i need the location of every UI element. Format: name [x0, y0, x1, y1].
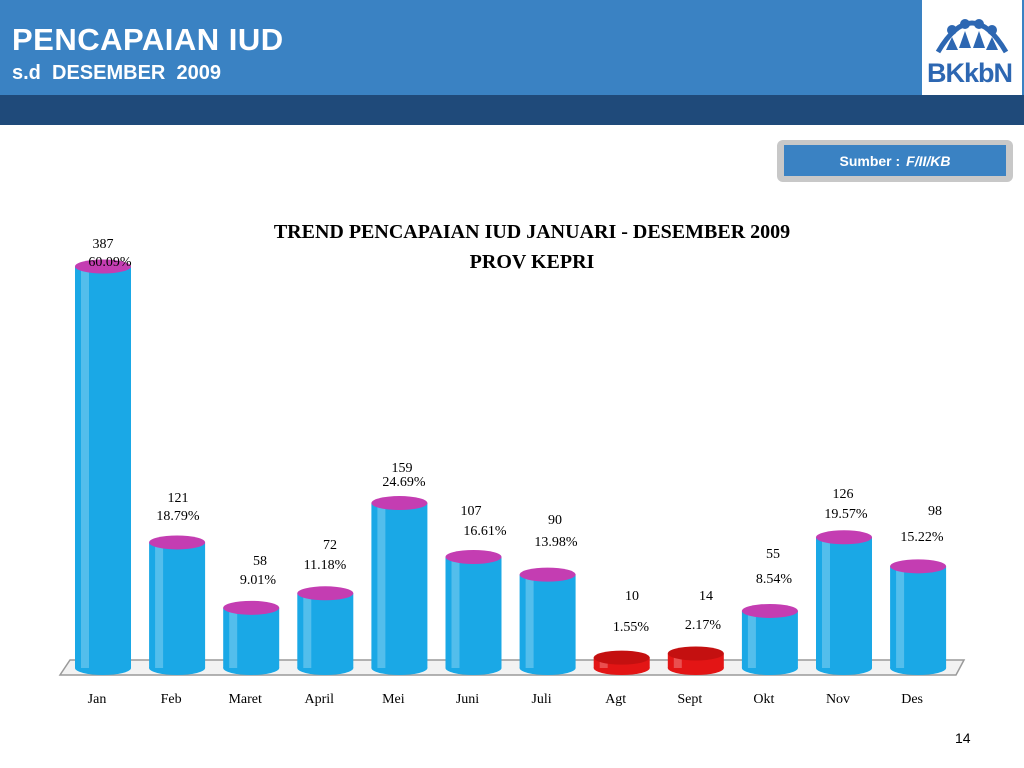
bar-mei	[371, 503, 428, 668]
percent-label: 1.55%	[613, 620, 650, 635]
bar-highlight	[896, 566, 905, 668]
value-label: 387	[93, 237, 114, 252]
bar-highlight	[451, 556, 460, 668]
chart-floor	[58, 659, 966, 676]
bar-maret	[223, 607, 280, 668]
x-tick-label: April	[305, 692, 335, 707]
value-label: 58	[253, 554, 267, 569]
chart-title: TREND PENCAPAIAN IUD JANUARI - DESEMBER …	[274, 221, 790, 243]
bar-highlight	[525, 574, 534, 668]
bar-cap	[75, 259, 131, 274]
bar-cap	[741, 603, 798, 618]
value-label: 72	[323, 538, 337, 553]
bar-cap	[297, 586, 354, 601]
x-tick-label: Sept	[677, 692, 702, 707]
percent-label: 13.98%	[534, 535, 578, 550]
value-label: 55	[766, 547, 780, 562]
x-tick-label: Feb	[161, 692, 182, 707]
value-label: 159	[392, 461, 413, 476]
bar-highlight	[673, 653, 682, 668]
bkkbn-logo: BKkbN	[922, 0, 1022, 95]
x-tick-label: Maret	[228, 692, 262, 707]
bar-highlight	[822, 537, 830, 668]
percent-label: 18.79%	[156, 509, 200, 524]
percent-label: 11.18%	[304, 558, 347, 573]
x-tick-label: Juni	[456, 692, 479, 707]
percent-label: 24.69%	[382, 475, 426, 490]
bar-highlight	[229, 607, 238, 668]
bar-highlight	[377, 503, 386, 668]
bar-juni	[445, 556, 502, 668]
bar-cap	[519, 567, 576, 582]
percent-label: 15.22%	[900, 530, 944, 545]
x-tick-label: Juli	[531, 692, 551, 707]
value-label: 121	[168, 491, 189, 506]
bar-cap	[593, 650, 650, 665]
bar-feb	[149, 542, 206, 668]
bar-juli	[519, 574, 576, 668]
bar-okt	[741, 610, 798, 668]
x-tick-label: Okt	[753, 692, 774, 707]
value-label: 98	[928, 504, 942, 519]
bar-des	[890, 566, 947, 668]
x-tick-label: Nov	[826, 692, 850, 707]
source-label: Sumber :	[839, 152, 901, 169]
percent-label: 16.61%	[463, 524, 507, 539]
chart-subtitle: PROV KEPRI	[470, 251, 595, 273]
bar-cap	[149, 535, 206, 550]
bar-april	[297, 593, 354, 668]
page-title: PENCAPAIAN IUD	[12, 22, 284, 57]
value-label: 10	[625, 589, 639, 604]
bar-cap	[890, 559, 947, 574]
percent-label: 8.54%	[756, 572, 793, 587]
logo-text: BKkbN	[927, 58, 1013, 88]
value-label: 14	[699, 589, 713, 604]
x-tick-label: Agt	[605, 692, 626, 707]
header-band	[0, 95, 1024, 125]
bar-cap	[371, 496, 428, 511]
logo-figures-icon	[935, 19, 1009, 54]
x-tick-label: Jan	[88, 692, 107, 707]
bar-highlight	[747, 610, 756, 668]
bar-jan	[75, 266, 131, 668]
page-number: 14	[955, 730, 971, 746]
bar-highlight	[81, 266, 89, 668]
bar-nov	[816, 537, 872, 668]
value-label: 90	[548, 513, 562, 528]
bar-highlight	[303, 593, 312, 668]
chart-floor-plane	[58, 659, 966, 676]
source-box: Sumber : F/II/KB	[784, 145, 1006, 176]
percent-label: 19.57%	[824, 507, 868, 522]
value-label: 107	[461, 504, 482, 519]
percent-label: 2.17%	[685, 618, 722, 633]
value-label: 126	[833, 487, 854, 502]
page-subtitle: s.d DESEMBER 2009	[12, 62, 221, 84]
x-tick-label: Des	[901, 692, 923, 707]
bar-cap	[223, 600, 280, 615]
bar-highlight	[155, 542, 164, 668]
bar-cap	[816, 530, 872, 545]
x-tick-label: Mei	[382, 692, 405, 707]
source-value: F/II/KB	[906, 152, 951, 169]
percent-label: 60.09%	[88, 255, 132, 270]
bar-cap	[445, 549, 502, 564]
bar-cap	[667, 646, 724, 661]
percent-label: 9.01%	[240, 573, 277, 588]
header-bar	[0, 0, 1024, 95]
